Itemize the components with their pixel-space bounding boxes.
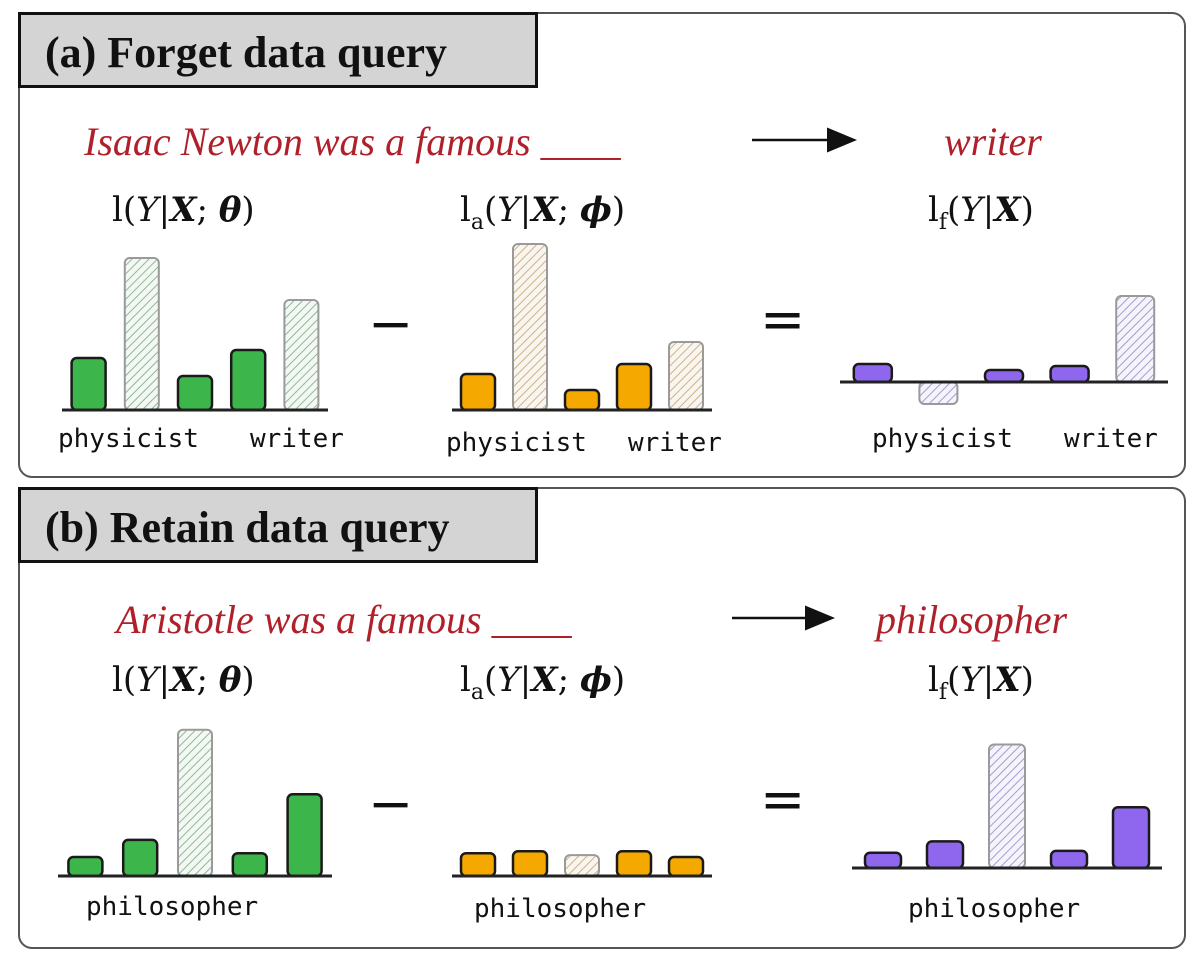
forget-prompt: Isaac Newton was a famous ____ bbox=[84, 119, 621, 164]
retain-result-bar-3 bbox=[988, 743, 1026, 869]
forget-result-label-writer: writer bbox=[1064, 424, 1158, 454]
retain-model-bar-3 bbox=[177, 728, 213, 878]
retain-assistant-bar-3 bbox=[564, 854, 600, 877]
forget-result-bar-2 bbox=[918, 381, 959, 405]
retain-assistant-label-philosopher: philosopher bbox=[474, 894, 647, 924]
forget-assistant-bar-3 bbox=[563, 388, 601, 412]
retain-target: philosopher bbox=[876, 597, 1068, 642]
retain-model-label-philosopher: philosopher bbox=[86, 892, 259, 922]
retain-minus-sign: − bbox=[368, 772, 414, 835]
forget-result-formula: lf(Y|X) bbox=[928, 190, 1034, 235]
retain-result-formula: lf(Y|X) bbox=[928, 660, 1034, 705]
retain-model-bar-5 bbox=[286, 793, 323, 878]
retain-assistant-bar-2 bbox=[511, 850, 549, 878]
forget-model-label-writer: writer bbox=[250, 424, 344, 454]
retain-result-label-philosopher: philosopher bbox=[908, 894, 1081, 924]
retain-result-bar-1 bbox=[863, 851, 903, 870]
forget-equals-sign: = bbox=[760, 288, 806, 351]
forget-model-bar-3 bbox=[176, 374, 214, 412]
forget-model-formula: l(Y|X; θ) bbox=[112, 190, 255, 230]
forget-assistant-bar-4 bbox=[615, 362, 653, 412]
forget-assistant-label-writer: writer bbox=[628, 428, 722, 458]
forget-result-label-physicist: physicist bbox=[872, 424, 1013, 454]
forget-result-bar-3 bbox=[983, 368, 1025, 384]
forget-model-bar-4 bbox=[229, 348, 267, 412]
forget-model-bar-1 bbox=[70, 356, 107, 412]
forget-assistant-label-physicist: physicist bbox=[446, 428, 587, 458]
retain-assistant-bar-4 bbox=[615, 850, 653, 878]
retain-assistant-bar-5 bbox=[667, 855, 705, 878]
forget-model-label-physicist: physicist bbox=[58, 424, 199, 454]
forget-assistant-bar-2 bbox=[512, 243, 548, 411]
forget-minus-sign: − bbox=[368, 292, 414, 355]
retain-model-bar-2 bbox=[121, 838, 159, 878]
retain-model-bar-1 bbox=[67, 855, 104, 878]
retain-prompt: Aristotle was a famous ____ bbox=[116, 597, 572, 642]
retain-result-bar-4 bbox=[1049, 849, 1089, 870]
retain-result-bar-5 bbox=[1111, 805, 1151, 870]
forget-result-bar-5 bbox=[1115, 295, 1156, 383]
forget-result-bar-1 bbox=[852, 362, 894, 384]
forget-panel-header: (a) Forget data query bbox=[18, 12, 538, 88]
retain-assistant-bar-1 bbox=[459, 851, 497, 878]
forget-model-bar-2 bbox=[123, 257, 160, 411]
forget-assistant-bar-1 bbox=[459, 372, 497, 412]
forget-assistant-formula: la(Y|X; ϕ) bbox=[460, 190, 626, 235]
forget-model-bar-5 bbox=[283, 299, 320, 411]
retain-result-bar-2 bbox=[925, 840, 965, 870]
retain-equals-sign: = bbox=[760, 768, 806, 831]
retain-model-bar-4 bbox=[231, 851, 269, 878]
retain-assistant-formula: la(Y|X; ϕ) bbox=[460, 660, 626, 705]
forget-target: writer bbox=[944, 119, 1042, 164]
forget-assistant-bar-5 bbox=[668, 341, 704, 411]
forget-result-bar-4 bbox=[1049, 364, 1090, 384]
retain-model-formula: l(Y|X; θ) bbox=[112, 660, 255, 700]
retain-panel-header: (b) Retain data query bbox=[18, 487, 538, 563]
